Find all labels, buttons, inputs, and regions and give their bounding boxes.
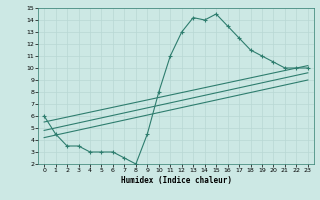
X-axis label: Humidex (Indice chaleur): Humidex (Indice chaleur) (121, 176, 231, 185)
